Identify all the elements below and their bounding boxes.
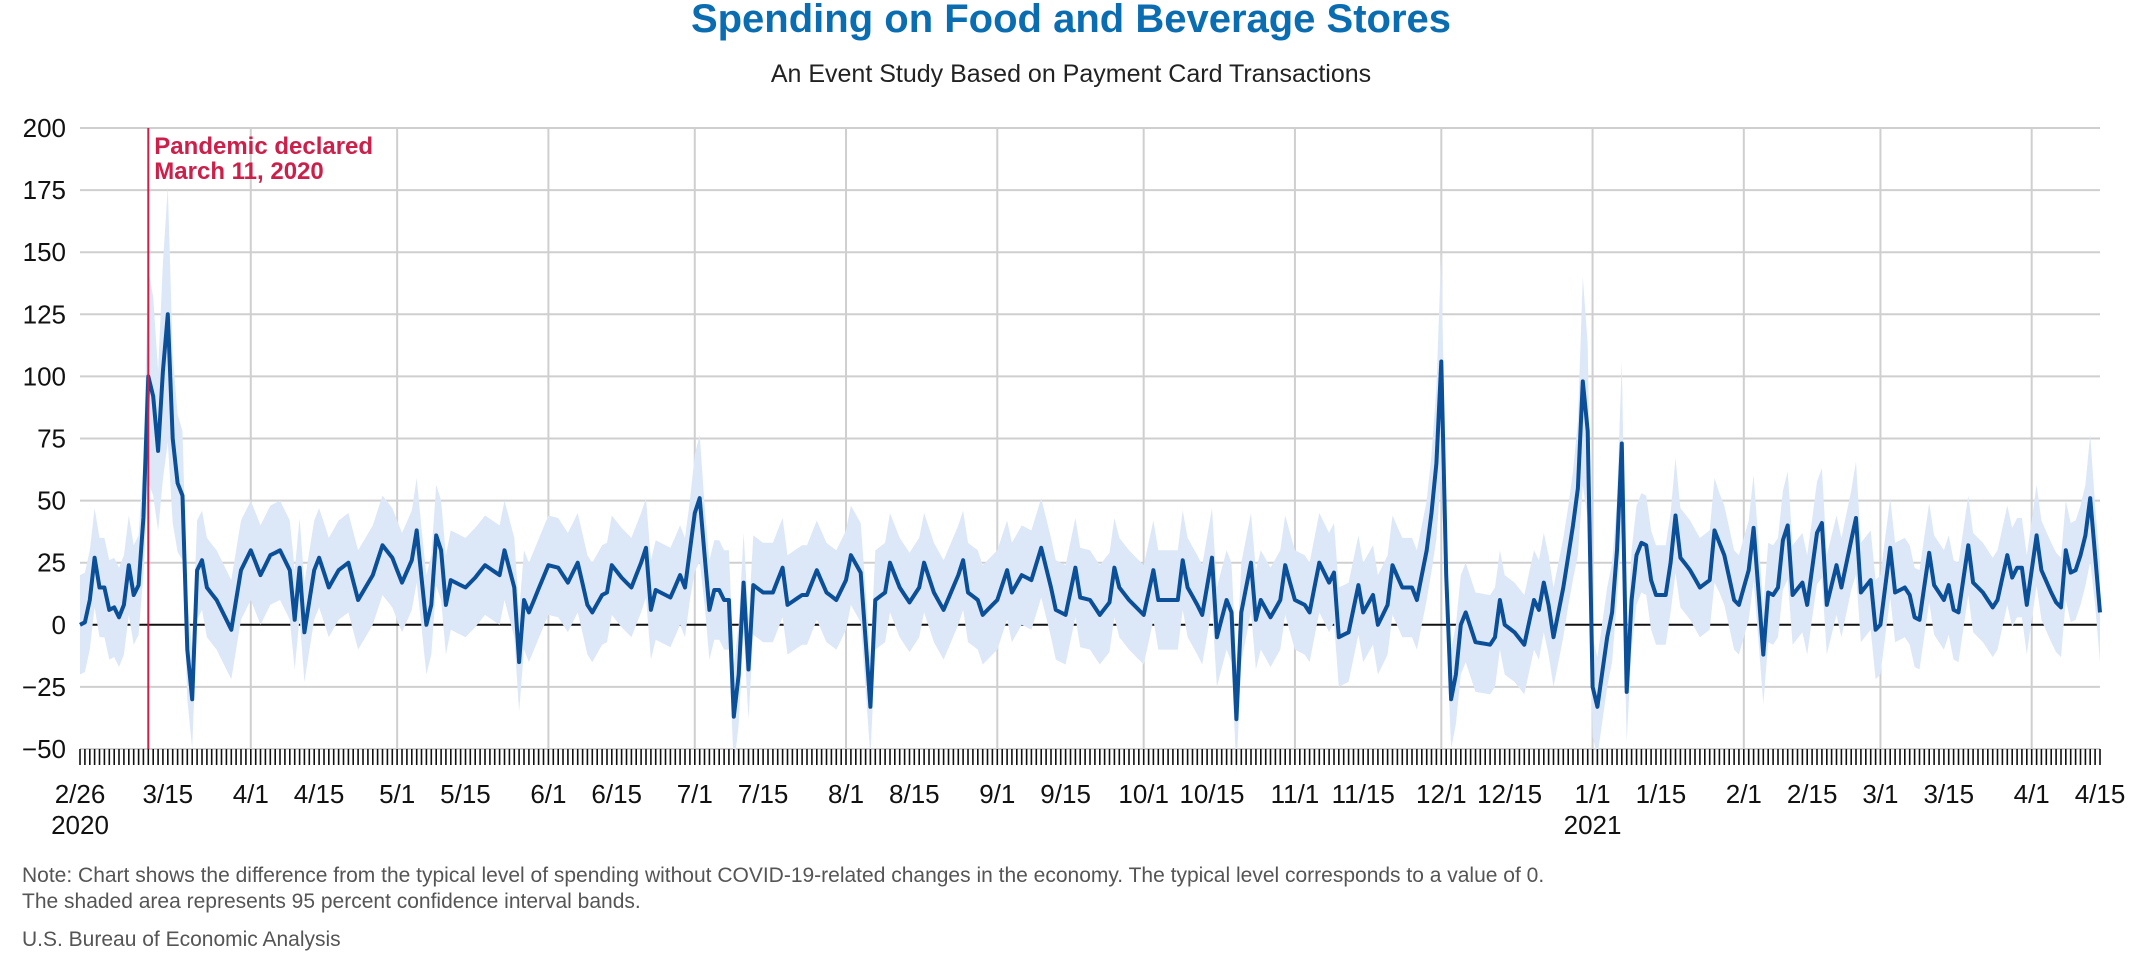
y-tick-label: −25: [22, 672, 66, 702]
series-line-layer: [79, 312, 2102, 722]
note-line2: The shaded area represents 95 percent co…: [22, 890, 641, 913]
x-tick-label: 4/15: [2075, 779, 2126, 809]
x-tick-label: 2/15: [1787, 779, 1838, 809]
x-tick-label: 5/15: [440, 779, 491, 809]
x-tick-label: 9/15: [1040, 779, 1091, 809]
x-tick-label: 2/26: [55, 779, 106, 809]
event-marker: Pandemic declared March 11, 2020: [147, 128, 373, 749]
x-tick-label: 1/15: [1636, 779, 1687, 809]
x-tick-label: 3/1: [1862, 779, 1898, 809]
confidence-band: [80, 186, 2100, 772]
event-label-line1: Pandemic declared: [154, 133, 373, 160]
y-tick-label: −50: [22, 734, 66, 764]
y-tick-label: 175: [23, 175, 66, 205]
x-tick-label: 6/15: [591, 779, 642, 809]
x-tick-label: 3/15: [143, 779, 194, 809]
note-line1: Note: Chart shows the difference from th…: [22, 864, 1544, 887]
x-axis-day-ticks: [79, 749, 2101, 765]
event-label-line2: March 11, 2020: [154, 158, 323, 185]
x-tick-label: 7/1: [677, 779, 713, 809]
x-tick-label: 1/1: [1574, 779, 1610, 809]
x-tick-label: 7/15: [738, 779, 789, 809]
x-tick-label: 4/1: [2014, 779, 2050, 809]
confidence-band-layer: [80, 186, 2100, 772]
x-tick-label: 4/1: [233, 779, 269, 809]
x-tick-label: 11/15: [1332, 779, 1395, 809]
y-tick-label: 25: [37, 548, 66, 578]
x-tick-label: 5/1: [379, 779, 415, 809]
x-tick-label: 9/1: [979, 779, 1015, 809]
chart-subtitle: An Event Study Based on Payment Card Tra…: [771, 60, 1371, 88]
x-tick-label: 12/1: [1416, 779, 1467, 809]
x-tick-label: 8/1: [828, 779, 864, 809]
x-tick-label: 6/1: [530, 779, 566, 809]
y-tick-label: 50: [37, 486, 66, 516]
y-tick-label: 100: [23, 361, 66, 391]
x-tick-label: 8/15: [889, 779, 940, 809]
x-tick-label: 3/15: [1923, 779, 1974, 809]
y-tick-label: 150: [23, 237, 66, 267]
x-tick-label: 10/15: [1179, 779, 1244, 809]
gridlines: [80, 127, 2100, 750]
y-tick-label: 125: [23, 299, 66, 329]
x-tick-label: 12/15: [1477, 779, 1542, 809]
y-tick-label: 200: [23, 113, 66, 143]
x-tick-label: 11/1: [1271, 779, 1320, 809]
x-tick-label: 10/1: [1118, 779, 1169, 809]
x-tick-label: 2/1: [1726, 779, 1762, 809]
y-tick-label: 0: [52, 610, 66, 640]
x-tick-label: 4/15: [294, 779, 345, 809]
source: U.S. Bureau of Economic Analysis: [22, 928, 341, 951]
chart-title: Spending on Food and Beverage Stores: [691, 0, 1451, 41]
x-tick-year-label: 2020: [51, 810, 109, 840]
axes: 2001751501251007550250−25−502/2620203/15…: [22, 113, 2125, 840]
series-line: [79, 312, 2102, 722]
x-tick-year-label: 2021: [1564, 810, 1622, 840]
y-tick-label: 75: [37, 424, 66, 454]
